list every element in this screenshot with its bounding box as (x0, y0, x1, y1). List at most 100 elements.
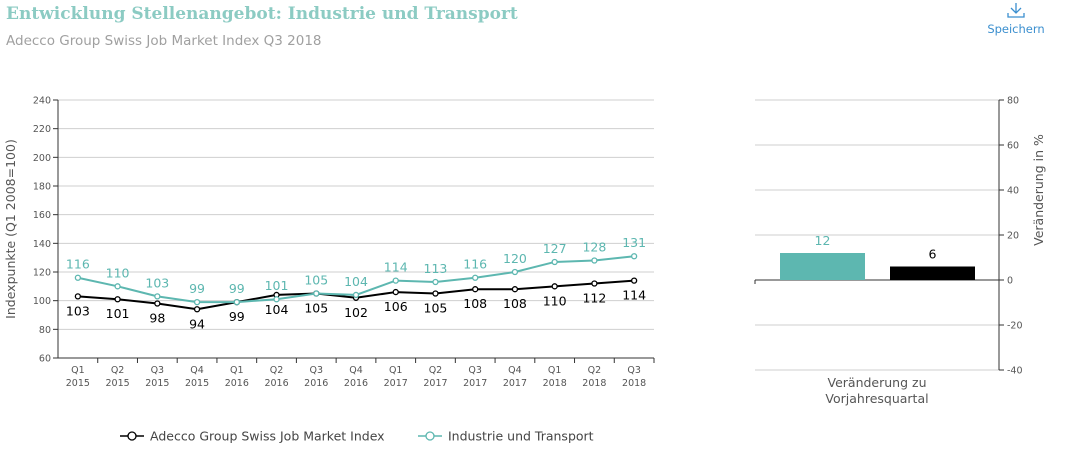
data-label: 110 (543, 293, 567, 308)
y-tick-label: 240 (33, 96, 51, 107)
data-point (432, 278, 439, 286)
x-tick-label-year: 2016 (344, 378, 368, 389)
data-label: 94 (189, 316, 205, 331)
x-tick-label: Q1 (71, 365, 85, 376)
data-point (273, 296, 280, 303)
x-tick-label: Q1 (548, 365, 562, 376)
bar-label: 6 (929, 247, 937, 262)
x-tick-label-year: 2015 (106, 378, 130, 389)
x-tick-label-year: 2015 (145, 378, 169, 389)
data-label: 99 (229, 309, 245, 324)
data-point (154, 300, 161, 307)
data-point (630, 253, 638, 260)
data-label: 112 (582, 290, 606, 305)
data-label: 98 (149, 311, 165, 326)
data-label: 101 (106, 306, 130, 321)
data-point (511, 268, 519, 276)
x-tick-label-year: 2017 (384, 378, 408, 389)
data-label: 108 (463, 296, 487, 311)
data-point (352, 291, 360, 299)
x-tick-label: Q3 (627, 365, 641, 376)
data-label: 114 (622, 288, 646, 303)
x-tick-label: Q4 (508, 365, 522, 376)
data-label: 114 (384, 260, 408, 275)
y-tick-label: 80 (39, 325, 51, 336)
data-point (630, 277, 638, 284)
x-tick-label: Q2 (270, 365, 284, 376)
y-tick-label: -40 (1007, 366, 1023, 377)
data-point (154, 293, 161, 300)
data-point (193, 306, 201, 313)
data-label: 128 (582, 240, 606, 255)
data-point (551, 258, 558, 266)
data-label: 116 (463, 257, 487, 272)
data-label: 102 (344, 305, 368, 320)
y-tick-label: 60 (1007, 141, 1019, 152)
save-button[interactable]: Speichern (985, 2, 1047, 36)
data-label: 103 (145, 275, 169, 290)
bar (890, 266, 975, 280)
data-point (392, 288, 399, 296)
y-tick-label: 140 (33, 239, 51, 250)
y-tick-label: 100 (33, 296, 51, 307)
y-tick-label: 20 (1007, 231, 1019, 242)
x-tick-label-year: 2017 (423, 378, 447, 389)
data-point (472, 274, 479, 281)
x-tick-label-year: 2016 (264, 378, 288, 389)
data-point (74, 293, 82, 300)
data-label: 99 (229, 281, 245, 296)
x-tick-label: Q2 (429, 365, 443, 376)
data-point (313, 290, 320, 297)
data-point (114, 283, 121, 290)
data-point (114, 296, 121, 303)
x-tick-label-year: 2015 (66, 378, 90, 389)
data-label: 127 (543, 241, 567, 256)
data-label: 103 (66, 303, 90, 318)
data-point (392, 277, 399, 284)
x-tick-label-year: 2018 (543, 378, 567, 389)
y-tick-label: 60 (39, 354, 51, 365)
data-label: 105 (304, 273, 328, 288)
x-tick-label-year: 2018 (582, 378, 606, 389)
x-tick-label-year: 2018 (622, 378, 646, 389)
y-tick-label: -20 (1007, 321, 1023, 332)
y-tick-label: 200 (33, 153, 51, 164)
y-tick-label: 160 (33, 210, 51, 221)
x-tick-label: Q4 (349, 365, 363, 376)
data-label: 104 (265, 302, 289, 317)
x-tick-label: Q3 (310, 365, 324, 376)
data-point (511, 286, 519, 293)
data-label: 108 (503, 296, 527, 311)
x-tick-label-year: 2017 (463, 378, 487, 389)
data-label: 116 (66, 257, 90, 272)
y-tick-label: 220 (33, 124, 51, 135)
data-point (74, 274, 82, 281)
x-tick-label-year: 2016 (225, 378, 249, 389)
x-tick-label: Q3 (151, 365, 165, 376)
y-axis-label: Indexpunkte (Q1 2008=100) (3, 139, 18, 319)
x-tick-label: Q1 (230, 365, 244, 376)
legend-marker (127, 431, 137, 441)
save-label: Speichern (987, 22, 1045, 36)
download-icon (1007, 3, 1025, 18)
x-tick-label: Q2 (111, 365, 125, 376)
legend: Adecco Group Swiss Job Market Index Indus… (120, 429, 594, 444)
data-label: 105 (424, 301, 448, 316)
x-tick-label: Q3 (468, 365, 482, 376)
data-point (591, 280, 598, 287)
data-point (551, 283, 558, 290)
bar-label: 12 (815, 233, 831, 248)
x-tick-label: Q4 (190, 365, 204, 376)
x-category-label: Vorjahresquartal (825, 391, 928, 406)
x-tick-label-year: 2015 (185, 378, 209, 389)
y-tick-label: 120 (33, 268, 51, 279)
y-tick-label: 40 (1007, 186, 1019, 197)
data-label: 120 (503, 251, 527, 266)
data-label: 110 (106, 265, 130, 280)
x-tick-label-year: 2017 (503, 378, 527, 389)
x-tick-label-year: 2016 (304, 378, 328, 389)
data-label: 113 (424, 261, 448, 276)
data-label: 106 (384, 299, 408, 314)
y-axis-label: Veränderung in % (1031, 134, 1046, 246)
